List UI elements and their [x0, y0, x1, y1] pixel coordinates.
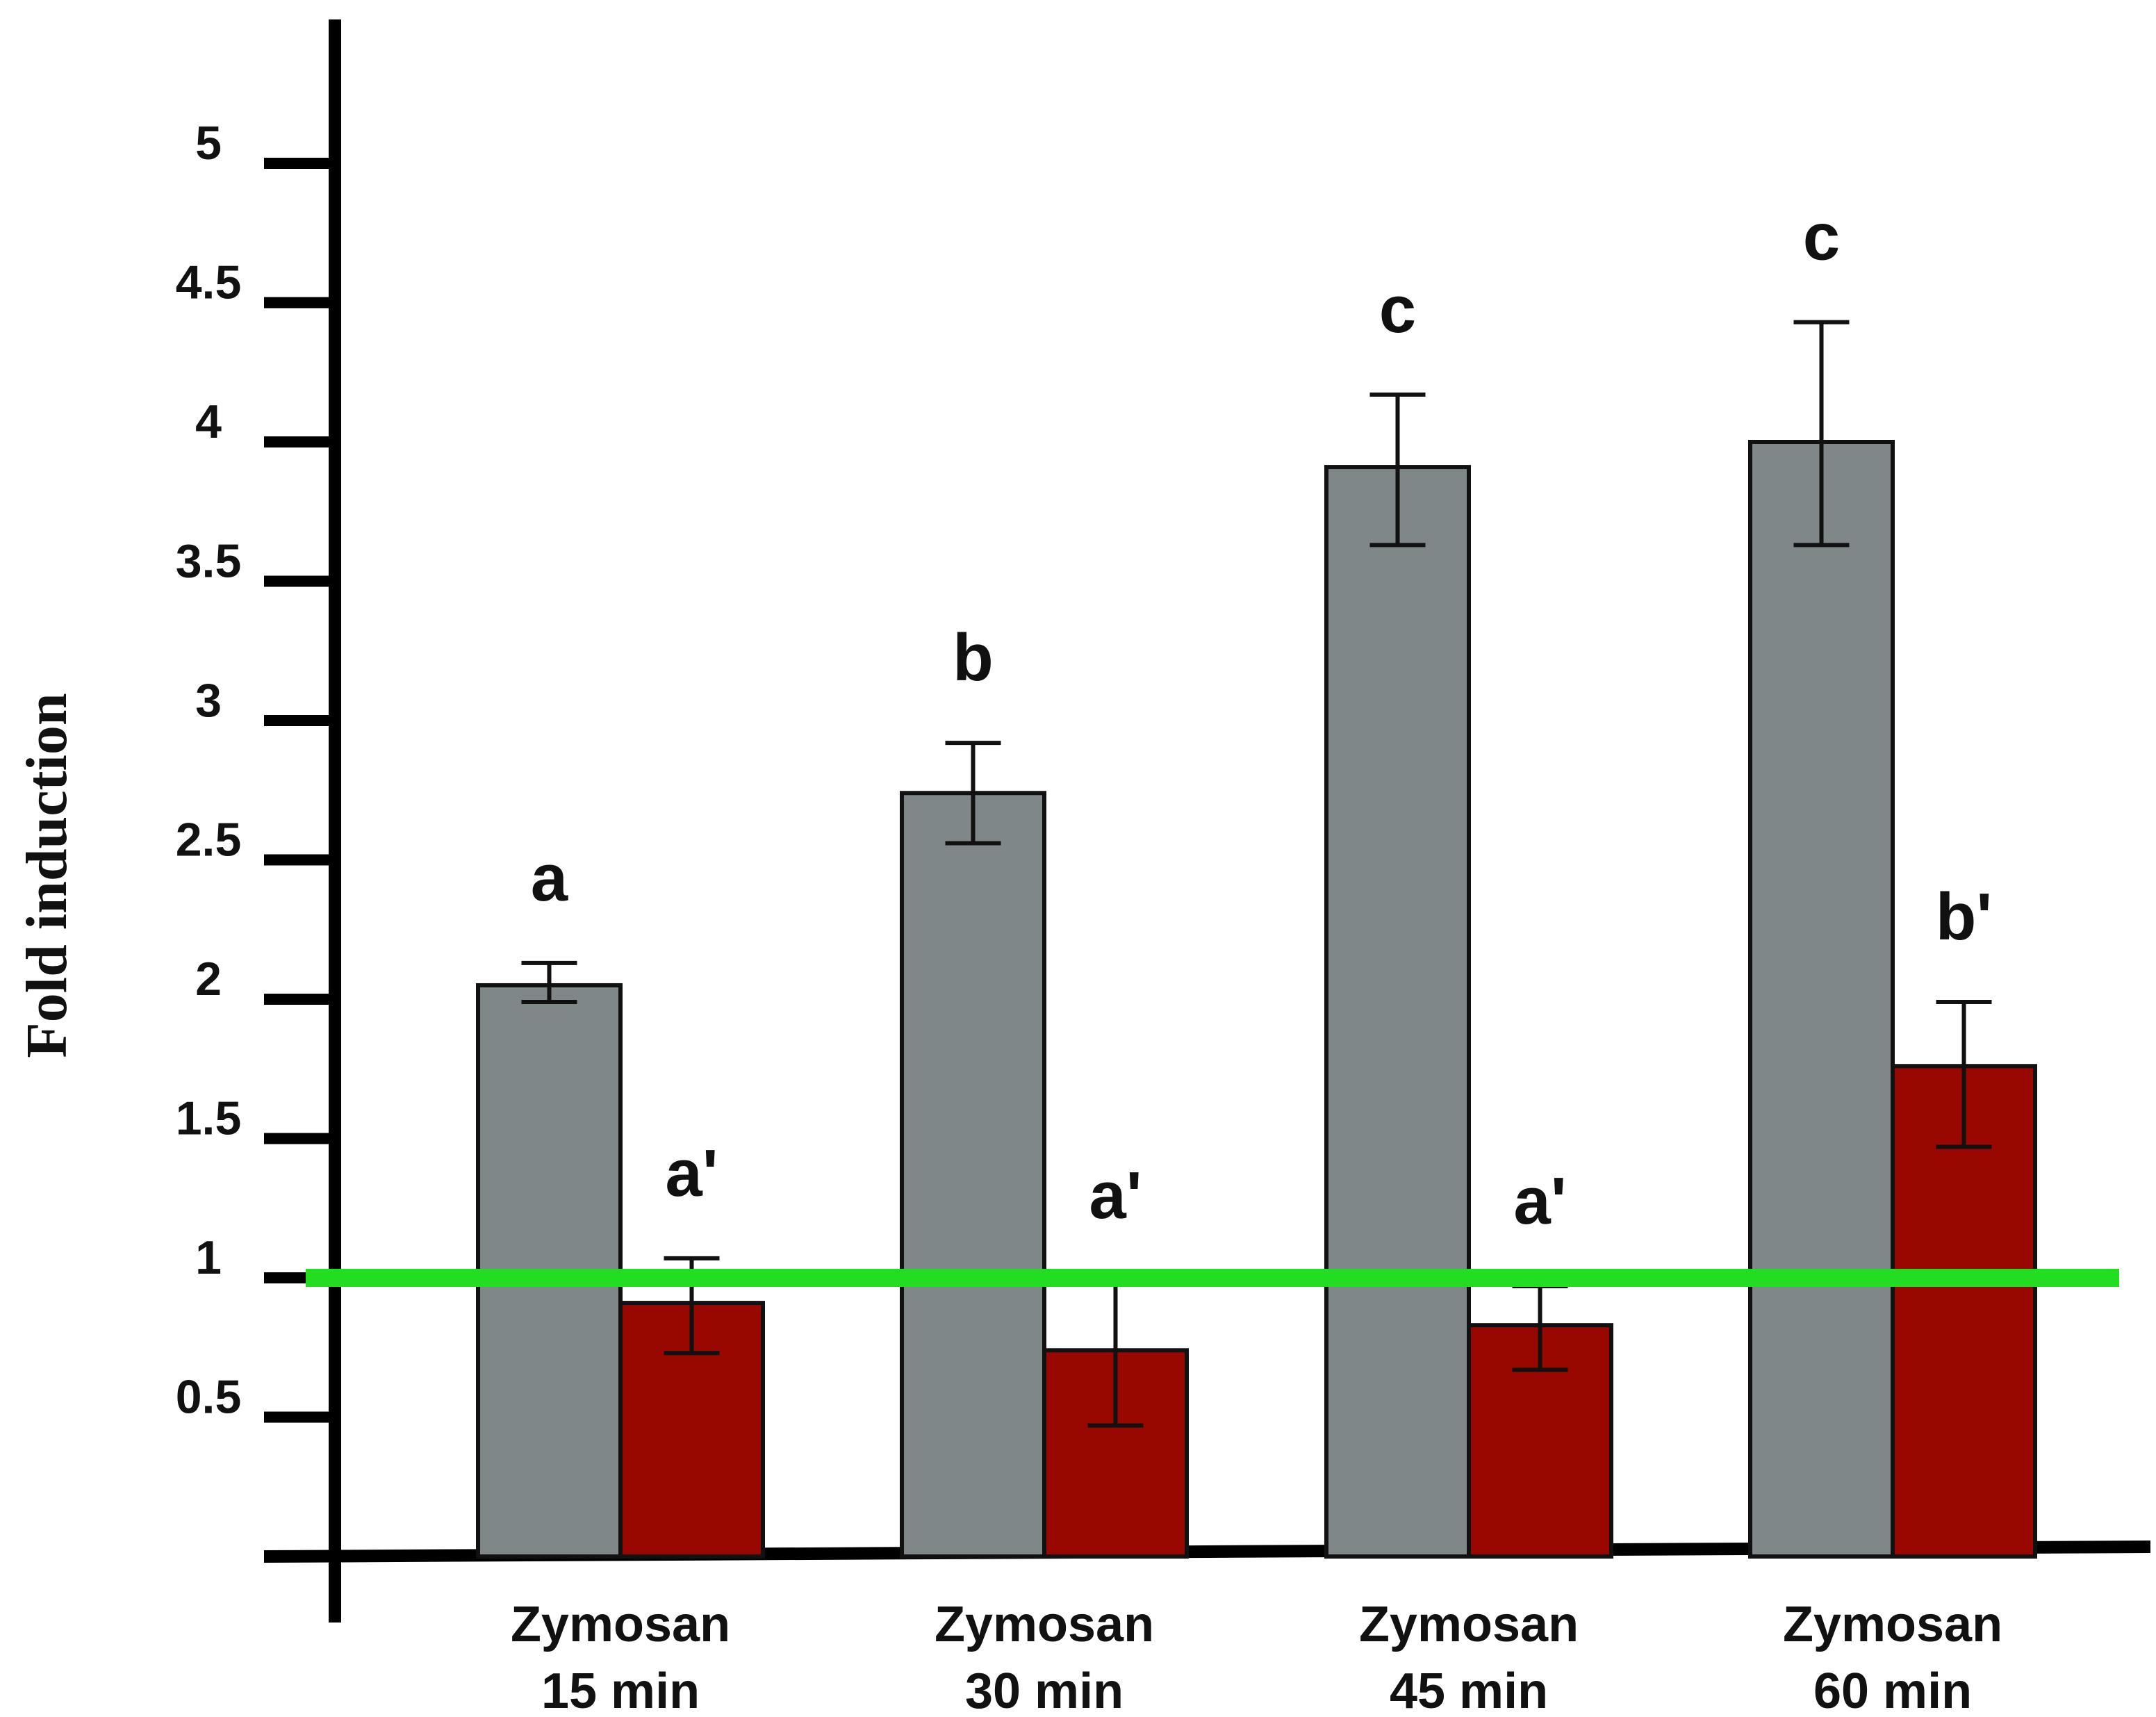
y-tick-label: 2 — [195, 953, 222, 1005]
significance-label: b' — [1936, 880, 1992, 954]
bar-gray — [1748, 440, 1895, 1559]
significance-label: a' — [1513, 1164, 1566, 1238]
y-tick-label: 4 — [195, 395, 222, 448]
y-axis-title: Fold induction — [15, 693, 79, 1058]
y-tick-label: 5 — [195, 117, 222, 170]
y-tick-label: 0.5 — [176, 1371, 242, 1424]
significance-label: c — [1379, 272, 1416, 347]
x-category-label-line1: Zymosan — [511, 1597, 730, 1652]
significance-label: a — [531, 841, 568, 915]
x-category-label-line2: 60 min — [1813, 1663, 1972, 1717]
significance-label: b — [953, 621, 994, 695]
y-tick-label: 3.5 — [176, 535, 242, 588]
y-tick-label: 4.5 — [176, 256, 242, 309]
significance-label: c — [1803, 200, 1840, 274]
x-category-label-line1: Zymosan — [1783, 1597, 2002, 1652]
y-tick-label: 3 — [195, 674, 222, 727]
x-category-label-line2: 45 min — [1390, 1663, 1548, 1717]
bars-layer — [306, 320, 2119, 1559]
bar-gray — [900, 791, 1046, 1559]
bar-gray — [1324, 465, 1471, 1559]
x-category-label-line1: Zymosan — [935, 1597, 1154, 1652]
y-tick-label: 2.5 — [176, 814, 242, 866]
y-tick-label: 1.5 — [176, 1092, 242, 1145]
x-category-label-line2: 15 min — [541, 1663, 700, 1717]
x-category-label-line2: 30 min — [965, 1663, 1124, 1717]
y-tick-label: 1 — [195, 1231, 222, 1284]
x-category-label-line1: Zymosan — [1359, 1597, 1579, 1652]
significance-label: a' — [1089, 1158, 1142, 1233]
significance-label: a' — [665, 1136, 718, 1210]
labels-layer: 0.5 1 1.5 2 2.5 3 3.5 4 4.5 5 a b c c a' a' a' b' Zymosan 1… — [176, 117, 2002, 1717]
